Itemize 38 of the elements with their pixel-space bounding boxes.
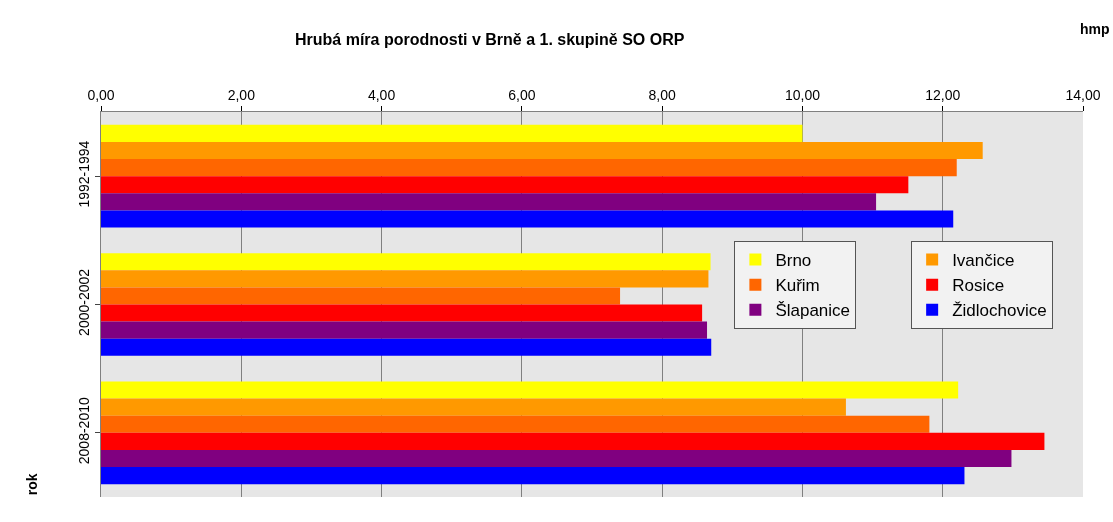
y-tick-label: 2008-2010 xyxy=(76,397,93,465)
x-tick-label: 6,00 xyxy=(508,87,536,104)
bar xyxy=(101,141,983,160)
bar xyxy=(101,415,930,433)
bar xyxy=(101,467,965,485)
x-tick-label: 10,00 xyxy=(784,87,821,104)
legend-label: Kuřim xyxy=(775,276,820,296)
legend-label: Židlochovice xyxy=(952,301,1047,321)
bar xyxy=(101,381,959,399)
y-axis-title: rok xyxy=(24,473,41,496)
bar xyxy=(101,432,1045,450)
chart-title: Hrubá míra porodnosti v Brně a 1. skupině SO ORP xyxy=(295,31,685,49)
bar xyxy=(101,253,711,271)
legend-label: Rosice xyxy=(952,276,1005,296)
bar xyxy=(101,270,709,288)
bar xyxy=(101,159,957,177)
y-tick-label: 2000-2002 xyxy=(76,268,93,336)
bar xyxy=(101,287,621,305)
legend-label: Ivančice xyxy=(952,251,1015,271)
bar xyxy=(101,304,703,322)
x-tick-label: 2,00 xyxy=(227,87,256,104)
bar xyxy=(101,321,708,339)
bar xyxy=(101,449,1012,468)
x-axis-title: hmp xyxy=(1080,21,1110,37)
legend-label: Brno xyxy=(775,251,812,271)
x-tick-label: 4,00 xyxy=(367,87,396,104)
legend-label: Šlapanice xyxy=(775,301,851,321)
x-tick-label: 14,00 xyxy=(1065,87,1101,104)
x-tick-label: 0,00 xyxy=(87,87,115,104)
x-tick-label: 12,00 xyxy=(925,87,961,104)
bar xyxy=(101,193,877,211)
y-tick-label: 1992-1994 xyxy=(76,140,93,208)
bar xyxy=(101,124,803,142)
x-tick-label: 8,00 xyxy=(648,87,676,104)
bar xyxy=(101,176,909,194)
bar xyxy=(101,210,954,228)
bar xyxy=(101,398,846,416)
bar xyxy=(101,338,712,356)
